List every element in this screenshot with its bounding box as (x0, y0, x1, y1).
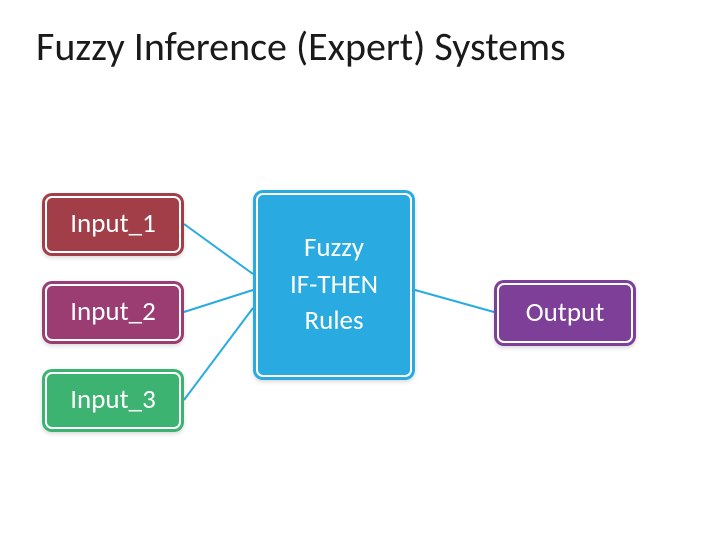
node-label: Output (526, 295, 605, 331)
node-rules: Fuzzy IF-THEN Rules (253, 190, 415, 380)
node-output: Output (494, 280, 636, 346)
node-label: Input_2 (70, 294, 156, 330)
rules-line-3: Rules (290, 303, 378, 339)
page-title: Fuzzy Inference (Expert) Systems (36, 22, 566, 71)
node-label: Input_3 (70, 382, 156, 418)
rules-line-2: IF-THEN (290, 267, 378, 303)
node-input-2: Input_2 (42, 281, 184, 344)
node-input-1: Input_1 (42, 193, 184, 256)
rules-line-1: Fuzzy (290, 230, 378, 266)
node-label: Input_1 (70, 206, 156, 242)
node-input-3: Input_3 (42, 369, 184, 432)
node-label: Fuzzy IF-THEN Rules (290, 230, 378, 339)
